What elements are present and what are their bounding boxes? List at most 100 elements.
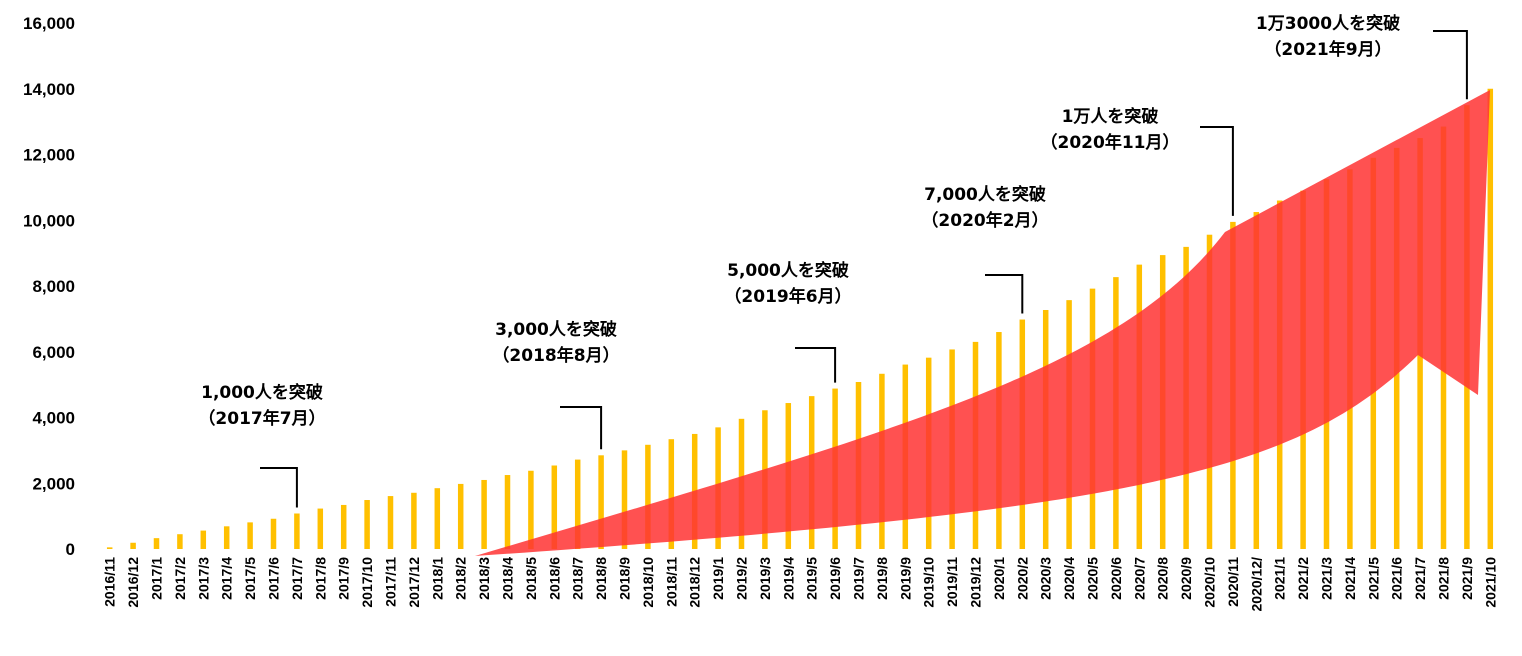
x-tick-label: 2020/3 <box>1038 557 1054 600</box>
bar-2017/4 <box>223 526 230 549</box>
bar-2016/11 <box>106 547 113 549</box>
bar-2016/12 <box>130 542 136 549</box>
x-tick-label: 2019/10 <box>921 557 937 608</box>
y-tick-label: 12,000 <box>23 146 75 165</box>
x-tick-label: 2020/10 <box>1202 557 1218 608</box>
x-tick-label: 2020/12/ <box>1248 557 1264 612</box>
x-tick-label: 2019/12 <box>968 557 984 608</box>
bar-2021/10 <box>1487 88 1494 549</box>
y-tick-label: 6,000 <box>32 343 75 362</box>
x-tick-label: 2019/6 <box>827 557 843 600</box>
x-tick-label: 2021/4 <box>1342 557 1358 600</box>
y-tick-label: 14,000 <box>23 80 75 99</box>
anno-7000-date: （2020年2月） <box>921 210 1048 231</box>
x-tick-label: 2017/4 <box>219 557 235 600</box>
anno-13000-date: （2021年9月） <box>1264 39 1391 60</box>
x-tick-label: 2017/1 <box>149 557 165 600</box>
annotations: 1,000人を突破 （2017年7月） 3,000人を突破 （2018年8月） 5,00… <box>198 13 1468 508</box>
y-tick-label: 10,000 <box>23 211 75 230</box>
bar-2017/7 <box>294 513 300 549</box>
x-tick-label: 2018/4 <box>500 557 516 600</box>
x-tick-label: 2019/4 <box>780 557 796 600</box>
x-tick-label: 2018/5 <box>523 557 539 600</box>
x-tick-label: 2021/7 <box>1412 557 1428 600</box>
bar-2017/3 <box>200 530 207 549</box>
x-tick-label: 2017/6 <box>266 557 282 600</box>
x-tick-label: 2021/1 <box>1272 557 1288 600</box>
x-tick-label: 2018/3 <box>476 557 492 600</box>
x-tick-label: 2020/11 <box>1225 557 1241 607</box>
anno-13000-label: 1万3000人を突破 <box>1256 13 1400 34</box>
y-tick-label: 2,000 <box>32 474 75 493</box>
bar-2017/2 <box>177 534 183 549</box>
x-tick-label: 2020/7 <box>1131 557 1147 600</box>
x-tick-label: 2019/11 <box>944 557 960 607</box>
x-tick-label: 2017/8 <box>312 557 328 600</box>
x-tick-label: 2016/11 <box>102 557 118 607</box>
bar-2018/10 <box>645 444 651 549</box>
x-tick-label: 2020/8 <box>1155 557 1171 600</box>
x-tick-label: 2018/11 <box>663 557 679 607</box>
anno-3000-label: 3,000人を突破 <box>495 319 617 340</box>
x-tick-label: 2020/1 <box>991 557 1007 600</box>
bar-2018/3 <box>481 479 487 549</box>
bar-2017/8 <box>317 508 324 549</box>
bar-2018/8 <box>598 455 604 549</box>
x-tick-label: 2018/1 <box>429 557 445 600</box>
x-tick-label: 2019/1 <box>710 557 726 600</box>
bar-2018/9 <box>621 450 628 549</box>
x-tick-label: 2021/10 <box>1482 557 1498 608</box>
x-tick-label: 2019/3 <box>757 557 773 600</box>
y-tick-label: 4,000 <box>32 409 75 428</box>
bar-2018/11 <box>668 439 675 549</box>
x-tick-label: 2017/3 <box>195 557 211 600</box>
x-tick-label: 2019/7 <box>851 557 867 600</box>
anno-10000-date: （2020年11月） <box>1041 132 1180 153</box>
bar-2017/6 <box>270 518 277 549</box>
anno-13000-leader-line <box>1433 30 1468 100</box>
x-tick-label: 2019/9 <box>897 557 913 600</box>
bar-2018/1 <box>434 488 441 549</box>
anno-5000-leader-line <box>795 347 837 383</box>
bar-2018/7 <box>574 459 581 549</box>
x-tick-label: 2021/6 <box>1389 557 1405 600</box>
x-tick-label: 2020/6 <box>1108 557 1124 600</box>
anno-1000-label: 1,000人を突破 <box>201 382 323 403</box>
bar-2017/10 <box>364 500 370 549</box>
x-tick-label: 2021/3 <box>1319 557 1335 600</box>
x-tick-label: 2018/10 <box>640 557 656 608</box>
x-tick-label: 2016/12 <box>125 557 141 608</box>
anno-10000-leader-line <box>1200 126 1234 216</box>
anno-10000-label: 1万人を突破 <box>1062 106 1159 127</box>
bar-2018/4 <box>504 475 511 549</box>
y-tick-label: 8,000 <box>32 277 75 296</box>
y-axis: 0 2,000 4,000 6,000 8,000 10,000 12,000 14,000 1… <box>23 14 75 559</box>
x-tick-label: 2020/2 <box>1014 557 1030 600</box>
bar-2018/5 <box>528 470 534 549</box>
x-tick-label: 2019/2 <box>734 557 750 600</box>
x-tick-label: 2018/8 <box>593 557 609 600</box>
y-tick-label: 0 <box>66 540 75 559</box>
x-axis: 2016/11 2016/12 2017/1 2017/2 2017/3 2017/4 20… <box>102 557 1499 612</box>
anno-1000-leader-line <box>260 467 298 508</box>
bar-2017/1 <box>153 538 160 549</box>
bar-2017/11 <box>387 496 394 549</box>
x-tick-label: 2017/10 <box>359 557 375 608</box>
x-tick-label: 2021/9 <box>1459 557 1475 600</box>
x-tick-label: 2017/12 <box>406 557 422 608</box>
anno-3000-leader-line <box>560 406 603 450</box>
x-tick-label: 2017/2 <box>172 557 188 600</box>
growth-arrow <box>475 90 1490 556</box>
anno-1000-date: （2017年7月） <box>198 408 325 429</box>
x-tick-label: 2021/5 <box>1365 557 1381 600</box>
x-tick-label: 2020/4 <box>1061 557 1077 600</box>
x-tick-label: 2018/9 <box>617 557 633 600</box>
anno-7000-label: 7,000人を突破 <box>924 184 1046 205</box>
bar-2017/5 <box>247 522 253 549</box>
x-tick-label: 2019/5 <box>804 557 820 600</box>
x-tick-label: 2019/8 <box>874 557 890 600</box>
anno-5000-date: （2019年6月） <box>724 286 851 307</box>
x-tick-label: 2018/12 <box>687 557 703 608</box>
x-tick-label: 2021/8 <box>1436 557 1452 600</box>
